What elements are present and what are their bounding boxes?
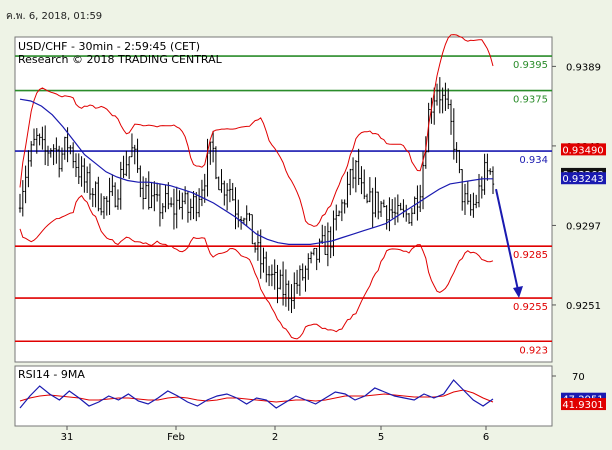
rsi-line (19, 379, 494, 409)
y-tick-label: 0.9389 (566, 62, 601, 73)
forecast-arrow-head (513, 286, 523, 299)
level-label: 0.923 (519, 345, 548, 356)
x-tick-label: 31 (61, 432, 74, 443)
y-tick-label: 0.9251 (566, 301, 601, 312)
bollinger-upper (19, 34, 494, 227)
chart-title: USD/CHF - 30min - 2:59:45 (CET) (18, 40, 200, 53)
timestamp: ค.พ. 6, 2018, 01:59 (6, 11, 103, 22)
rsi-tick-label: 70 (572, 372, 585, 383)
forecast-arrow (495, 188, 519, 291)
y-tick-label: 0.9297 (566, 221, 601, 232)
rsi-value-label: 41.9301 (562, 400, 603, 411)
price-tag-label: 0.93490 (562, 145, 603, 156)
rsi-ma-line (19, 389, 494, 403)
price-tag (561, 172, 606, 185)
level-label: 0.9375 (513, 95, 548, 106)
price-tag-label: 0.93243 (562, 174, 603, 185)
level-label: 0.9395 (513, 60, 548, 71)
moving-average (19, 98, 493, 245)
x-tick-label: Feb (167, 432, 185, 443)
rsi-value-tag (561, 398, 606, 411)
level-label: 0.934 (519, 155, 548, 166)
rsi-label: RSI14 - 9MA (18, 368, 85, 381)
rsi-panel (14, 365, 553, 427)
level-label: 0.9255 (513, 302, 548, 313)
chart-subtitle: Research © 2018 TRADING CENTRAL (18, 53, 223, 66)
level-label: 0.9285 (513, 250, 548, 261)
x-tick-label: 6 (483, 432, 489, 443)
price-tag (561, 143, 606, 156)
bollinger-lower (19, 194, 494, 340)
x-tick-label: 2 (272, 432, 278, 443)
x-tick-label: 5 (378, 432, 384, 443)
